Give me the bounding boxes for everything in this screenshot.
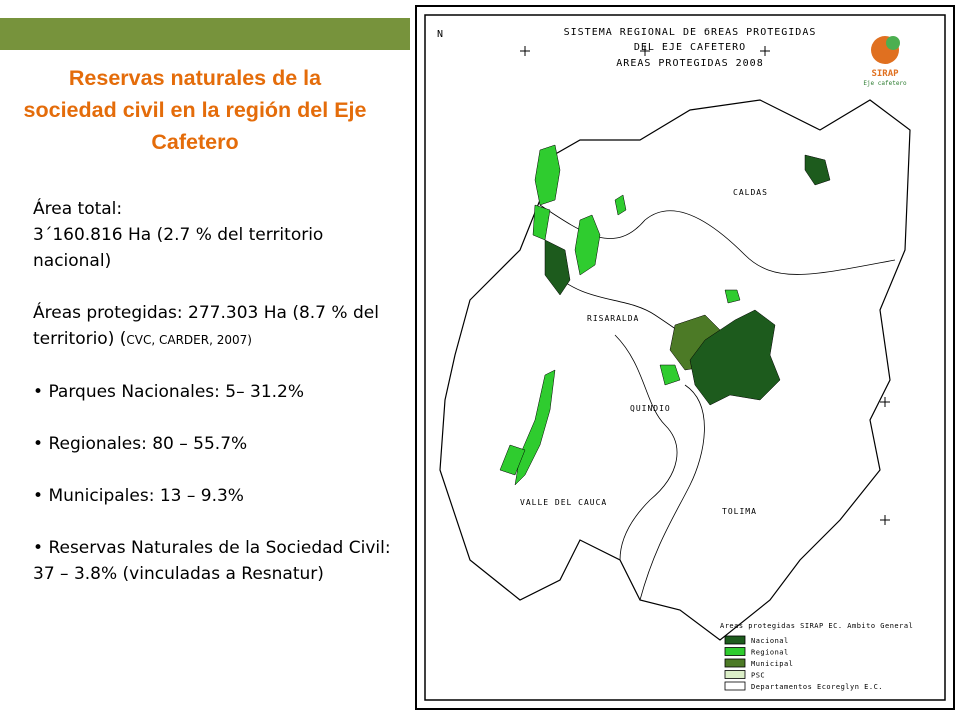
map-title: AREAS PROTEGIDAS 2008 <box>616 58 763 69</box>
protected-areas <box>499 144 831 486</box>
map-title: SISTEMA REGIONAL DE бREAS PROTEGIDAS <box>564 26 817 38</box>
slide-body: Área total: 3´160.816 Ha (2.7 % del terr… <box>33 196 403 613</box>
bullet: Reservas Naturales de la Sociedad Civil:… <box>33 535 403 587</box>
legend-swatch <box>724 670 746 679</box>
logo-subtext: Eje cafetero <box>863 80 907 87</box>
map-title: DEL EJE CAFETERO <box>634 42 746 53</box>
legend-swatch <box>724 647 746 656</box>
region-label: TOLIMA <box>722 507 757 516</box>
protected-source: CVC, CARDER, 2007) <box>126 333 252 347</box>
logo-text: SIRAP <box>871 69 899 79</box>
region-label: RISARALDA <box>587 314 639 323</box>
area-label: Área total: <box>33 199 123 219</box>
accent-bar <box>0 18 410 50</box>
slide-title: Reservas naturales de la sociedad civil … <box>23 66 367 154</box>
legend-title: Areas protegidas SIRAP EC. Ambito Genera… <box>720 622 913 630</box>
legend-label: Nacional <box>751 637 789 645</box>
bullet: Parques Nacionales: 5– 31.2% <box>33 379 403 405</box>
map: N SISTEMA REGIONAL DE бREAS PROTEGIDAS D… <box>415 5 955 710</box>
logo-mark <box>886 36 900 50</box>
legend-swatch <box>724 658 746 668</box>
legend: Nacional Regional Municipal PSC Departamento… <box>724 635 883 691</box>
north-arrow: N <box>437 29 443 40</box>
legend-label: Regional <box>751 649 789 657</box>
region-labels: CALDAS RISARALDA QUINDIO VALLE DEL CAUCA… <box>520 188 768 516</box>
area-text: 3´160.816 Ha (2.7 % del territorio nacio… <box>33 225 324 271</box>
legend-label: Municipal <box>751 660 793 668</box>
protected: Áreas protegidas: 277.303 Ha (8.7 % del … <box>33 300 403 353</box>
bullet: Municipales: 13 – 9.3% <box>33 483 403 509</box>
bullet: Regionales: 80 – 55.7% <box>33 431 403 457</box>
legend-swatch <box>724 635 746 645</box>
legend-swatch <box>724 681 746 691</box>
region-label: CALDAS <box>733 188 768 197</box>
bullet-list: Parques Nacionales: 5– 31.2% Regionales:… <box>33 379 403 587</box>
protected-text: Áreas protegidas: 277.303 Ha (8.7 % del … <box>33 303 379 349</box>
region-label: QUINDIO <box>630 404 671 413</box>
legend-label: Departamentos Ecoreglуn E.C. <box>751 683 883 691</box>
legend-label: PSC <box>751 672 765 680</box>
region-label: VALLE DEL CAUCA <box>520 498 607 507</box>
